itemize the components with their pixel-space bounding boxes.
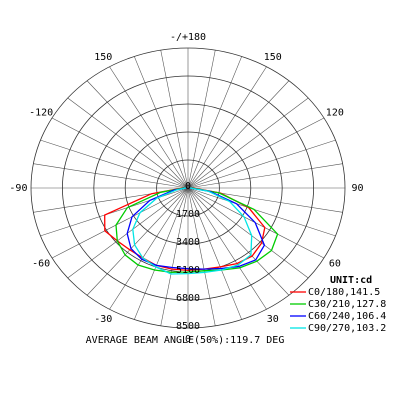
spoke [187, 187, 290, 296]
intensity-curve [104, 187, 266, 272]
legend-label: C30/210,127.8 [308, 299, 386, 310]
spoke [51, 187, 189, 259]
grid-circle [62, 75, 314, 301]
spoke [187, 139, 336, 189]
spoke [187, 187, 336, 237]
angle-tick-label: 150 [264, 52, 282, 63]
angle-tick-label: -/+180 [170, 32, 206, 43]
grid-circle [30, 47, 346, 329]
spoke [187, 97, 309, 189]
intensity-curve [115, 187, 279, 273]
r-tick-label: 1700 [176, 209, 200, 220]
angle-tick-label: 0 [185, 334, 191, 345]
legend-label: C60/240,106.4 [308, 311, 386, 322]
spoke [134, 56, 189, 189]
spoke [86, 80, 189, 189]
spoke [67, 97, 189, 189]
spoke [160, 187, 189, 326]
spoke [187, 56, 242, 189]
angle-tick-label: 150 [94, 52, 112, 63]
angle-tick-label: 90 [352, 183, 364, 194]
spoke [187, 117, 325, 189]
spoke [109, 187, 189, 310]
spoke [33, 163, 189, 189]
angle-tick-label: -90 [9, 183, 27, 194]
spoke [187, 187, 242, 320]
angle-tick-label: 30 [267, 314, 279, 325]
spoke [160, 50, 189, 189]
spoke [40, 139, 189, 189]
legend-label: C90/270,103.2 [308, 323, 386, 334]
intensity-curve [132, 187, 253, 275]
chart-title: AVERAGE BEAM ANGLE(50%):119.7 DEG [86, 335, 285, 346]
intensity-curve [126, 187, 266, 270]
spoke [86, 187, 189, 296]
angle-tick-label: 120 [326, 107, 344, 118]
spoke [187, 187, 267, 310]
r-tick-label: 6800 [176, 293, 200, 304]
spoke [187, 187, 216, 326]
angle-tick-label: -30 [94, 314, 112, 325]
angle-tick-label: 60 [329, 259, 341, 270]
grid-circle [124, 131, 252, 245]
spoke [134, 187, 189, 320]
spoke [187, 66, 267, 189]
spoke [187, 187, 309, 279]
r-tick-label: 0 [185, 181, 191, 192]
angle-tick-label: -60 [32, 259, 50, 270]
angle-tick-label: -120 [29, 107, 53, 118]
spoke [187, 80, 290, 189]
grid-circle [156, 159, 220, 217]
spoke [109, 66, 189, 189]
r-tick-label: 5100 [176, 265, 200, 276]
spoke [51, 117, 189, 189]
r-tick-label: 8500 [176, 321, 200, 332]
r-tick-label: 3400 [176, 237, 200, 248]
spoke [187, 50, 216, 189]
legend-label: C0/180,141.5 [308, 287, 380, 298]
spoke [187, 163, 343, 189]
unit-label: UNIT:cd [330, 275, 372, 286]
